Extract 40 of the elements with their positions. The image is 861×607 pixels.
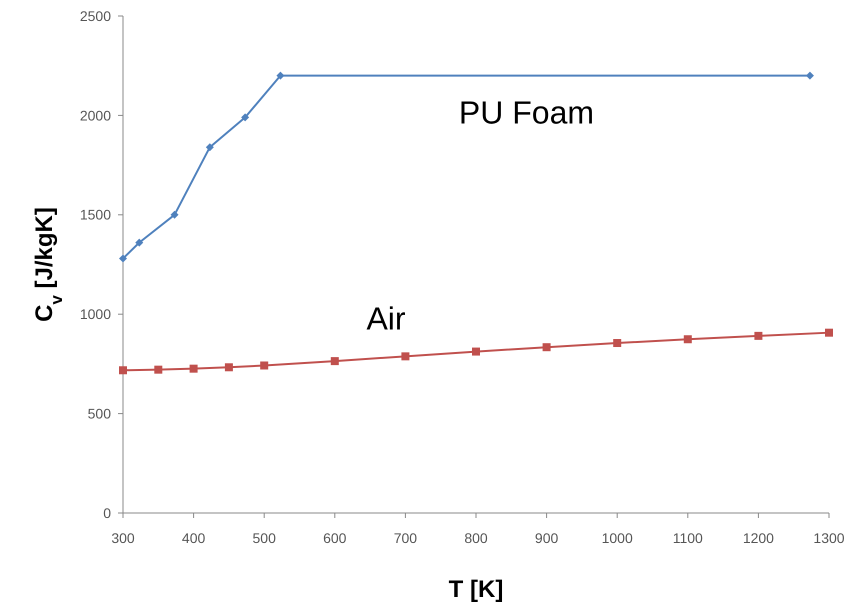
point bbox=[190, 364, 198, 373]
point bbox=[825, 328, 833, 337]
point bbox=[542, 343, 551, 352]
y-tick-label: 2000 bbox=[80, 107, 112, 124]
point bbox=[276, 72, 284, 80]
point bbox=[754, 332, 762, 340]
x-tick-label: 800 bbox=[464, 530, 488, 546]
point bbox=[241, 113, 250, 122]
point bbox=[135, 238, 144, 247]
y-tick-label: 2500 bbox=[80, 8, 112, 24]
x-tick-label: 1200 bbox=[742, 530, 774, 546]
point bbox=[472, 348, 480, 356]
point bbox=[119, 254, 127, 263]
x-axis-title: T [K] bbox=[448, 576, 504, 603]
x-tick-label: 1100 bbox=[672, 530, 704, 546]
y-tick-label: 0 bbox=[103, 504, 112, 521]
x-tick-label: 900 bbox=[534, 530, 558, 546]
x-tick-label: 500 bbox=[252, 530, 276, 546]
x-tick-label: 600 bbox=[323, 530, 347, 546]
y-tick-label: 1000 bbox=[80, 306, 112, 322]
x-tick-label: 700 bbox=[394, 530, 418, 546]
point bbox=[260, 361, 268, 370]
x-tick-label: 1300 bbox=[813, 530, 845, 546]
x-tick-label: 300 bbox=[111, 530, 135, 546]
point bbox=[613, 339, 622, 348]
series-label: Air bbox=[366, 300, 406, 337]
point bbox=[806, 72, 814, 80]
point bbox=[330, 357, 339, 366]
y-tick-label: 1500 bbox=[80, 206, 112, 223]
series-label: PU Foam bbox=[458, 94, 594, 131]
x-tick-label: 400 bbox=[182, 530, 206, 546]
point bbox=[119, 366, 127, 374]
point bbox=[684, 335, 692, 344]
point bbox=[154, 366, 162, 374]
point bbox=[401, 352, 410, 360]
point bbox=[206, 143, 214, 152]
point bbox=[224, 363, 233, 372]
y-tick-label: 500 bbox=[88, 406, 112, 422]
point bbox=[170, 210, 179, 219]
x-tick-label: 1000 bbox=[602, 530, 633, 546]
